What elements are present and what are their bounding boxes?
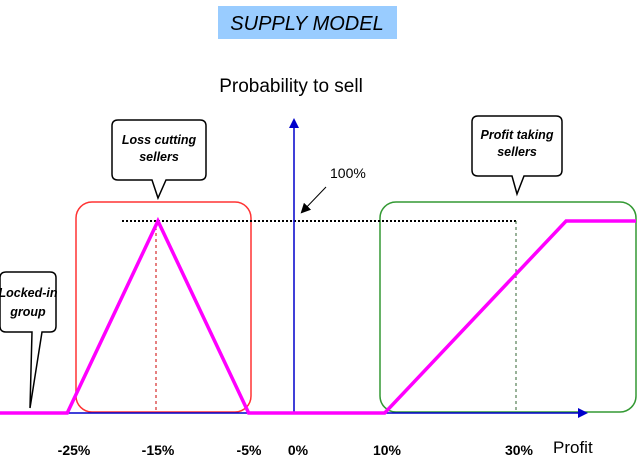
profit-callout-line-2: sellers (497, 145, 537, 159)
hundred-percent-label: 100% (330, 165, 366, 181)
x-tick-label: 10% (373, 442, 402, 458)
loss-callout-line-1: Loss cutting (122, 133, 197, 147)
locked-in-callout: Locked-in group (0, 271, 58, 409)
loss-callout-line-2: sellers (139, 150, 179, 164)
x-tick-label: -15% (142, 442, 175, 458)
x-axis-title: Profit (553, 438, 593, 457)
profit-callout-line-1: Profit taking (481, 128, 554, 142)
profit-taking-region (379, 201, 637, 413)
x-tick-label: 0% (288, 442, 309, 458)
hundred-percent-arrow (300, 186, 327, 214)
profit-taking-callout: Profit taking sellers (471, 115, 563, 197)
y-axis-title: Probability to sell (219, 76, 363, 97)
x-tick-label: -5% (237, 442, 262, 458)
locked-callout-line-1: Locked-in (0, 286, 58, 300)
supply-curve (0, 216, 636, 415)
x-tick-label: 30% (505, 442, 534, 458)
loss-cutting-callout: Loss cutting sellers (111, 119, 207, 201)
title-box (218, 6, 397, 39)
diagram-title: SUPPLY MODEL (230, 13, 383, 35)
loss-cutting-region (75, 201, 252, 413)
locked-callout-line-2: group (9, 305, 46, 319)
x-tick-label: -25% (58, 442, 91, 458)
